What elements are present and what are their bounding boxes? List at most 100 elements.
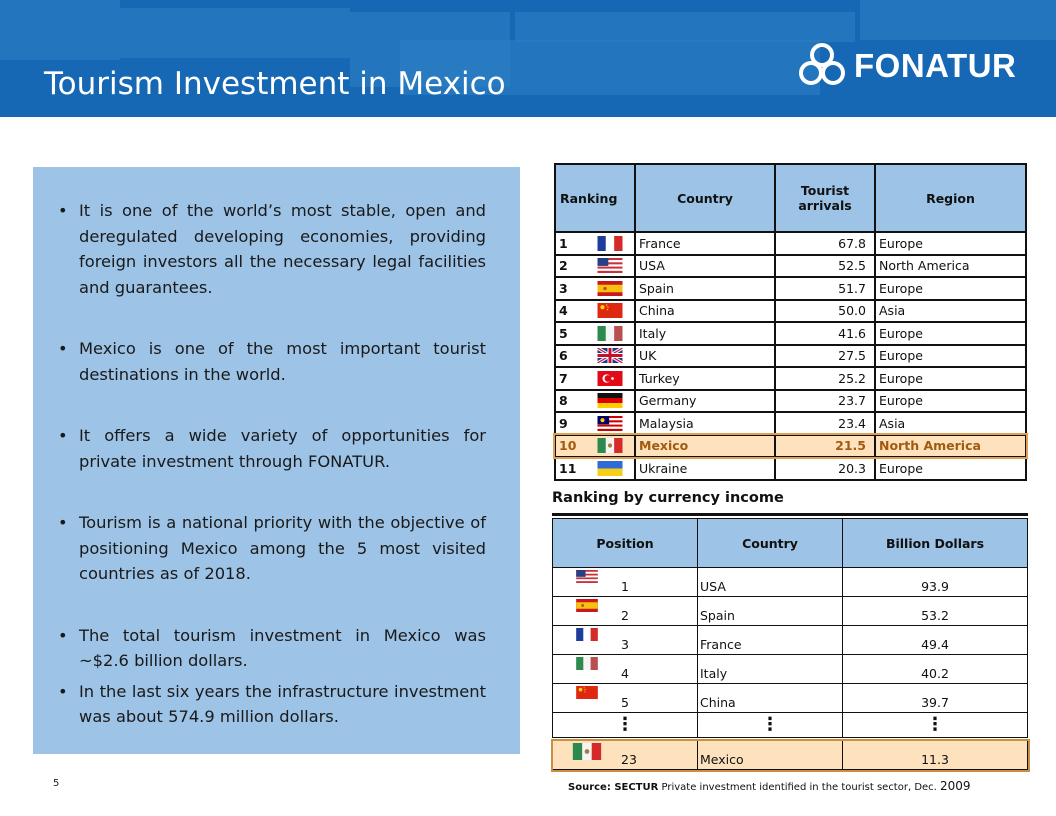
country-name: China bbox=[634, 298, 776, 323]
bullet-list: • It is one of the world’s most stable, o… bbox=[58, 198, 486, 730]
region-name: Europe bbox=[874, 343, 1027, 368]
rank-number: 3 bbox=[559, 280, 568, 296]
currency-income-table: Position Country Billion Dollars 1 USA 93.… bbox=[550, 518, 1030, 772]
country-name: USA bbox=[697, 567, 843, 597]
table-row: 5 Italy 41.6 Europe bbox=[554, 321, 1027, 346]
spain-flag-icon bbox=[597, 280, 623, 296]
logo-text: FONATUR bbox=[854, 47, 1017, 84]
bullet-text: Mexico is one of the most important tour… bbox=[79, 339, 486, 384]
header-position: Position bbox=[552, 518, 698, 568]
header-billion-dollars: Billion Dollars bbox=[842, 518, 1028, 568]
country-name: China bbox=[697, 683, 843, 713]
position-cell: 5 bbox=[552, 683, 698, 713]
country-name: USA bbox=[634, 253, 776, 278]
region-name: North America bbox=[874, 253, 1027, 278]
arrivals-value: 67.8 bbox=[774, 231, 876, 256]
rank-number: 11 bbox=[559, 460, 577, 476]
position-number: 2 bbox=[621, 608, 629, 623]
region-name: North America bbox=[874, 433, 1027, 458]
position-cell: 4 bbox=[552, 654, 698, 684]
bullet-text: The total tourism investment in Mexico w… bbox=[79, 625, 486, 671]
bullet-item: • Tourism is a national priority with the… bbox=[58, 513, 486, 583]
position-number: 1 bbox=[621, 579, 629, 594]
arrivals-value: 20.3 bbox=[774, 456, 876, 481]
position-cell: 23 bbox=[552, 740, 698, 770]
table-row: 6 UK 27.5 Europe bbox=[554, 343, 1027, 368]
table-header-row: Ranking Country Tourist arrivals Region bbox=[554, 163, 1027, 233]
region-name: Asia bbox=[874, 411, 1027, 436]
table-row: 1 France 67.8 Europe bbox=[554, 231, 1027, 256]
region-name: Europe bbox=[874, 276, 1027, 301]
table-row: 5 China 39.7 bbox=[552, 683, 1028, 713]
arrivals-value: 23.4 bbox=[774, 411, 876, 436]
bullet-item: • The total tourism investment in Mexico … bbox=[58, 625, 486, 671]
bullet-item: • It is one of the world’s most stable, o… bbox=[58, 201, 486, 297]
banner-decor bbox=[860, 0, 1056, 40]
table-row: 11 Ukraine 20.3 Europe bbox=[554, 456, 1027, 481]
header-country: Country bbox=[697, 518, 843, 568]
mexico-flag-icon bbox=[572, 743, 602, 760]
china-flag-icon bbox=[576, 686, 598, 699]
rank-number: 5 bbox=[559, 325, 568, 341]
banner-decor bbox=[0, 0, 120, 60]
info-panel bbox=[33, 167, 520, 754]
header-tourist-arrivals: Tourist arrivals bbox=[774, 163, 876, 233]
rank-and-flag-cell: 11 bbox=[554, 456, 636, 481]
rank-and-flag-cell: 10 bbox=[554, 433, 636, 458]
position-cell: 1 bbox=[552, 567, 698, 597]
table-row: 2 USA 52.5 North America bbox=[554, 253, 1027, 278]
rank-number: 7 bbox=[559, 370, 568, 386]
highlight-row: 23 Mexico 11.3 bbox=[550, 738, 1030, 772]
position-cell: 3 bbox=[552, 625, 698, 655]
banner-decor bbox=[515, 12, 855, 42]
mexico-flag-icon bbox=[597, 438, 623, 454]
table-row: 10 Mexico 21.5 North America bbox=[553, 432, 1028, 459]
rank-number: 8 bbox=[559, 393, 568, 409]
banner-decor bbox=[120, 8, 350, 58]
rank-and-flag-cell: 1 bbox=[554, 231, 636, 256]
region-name: Europe bbox=[874, 456, 1027, 481]
italy-flag-icon bbox=[597, 325, 623, 341]
table-row: 4 Italy 40.2 bbox=[552, 654, 1028, 684]
arrivals-value: 50.0 bbox=[774, 298, 876, 323]
billion-dollars-value: 93.9 bbox=[842, 567, 1028, 597]
germany-flag-icon bbox=[597, 393, 623, 409]
ellipsis-mark: ⋮ bbox=[552, 712, 698, 738]
table-row: 8 Germany 23.7 Europe bbox=[554, 388, 1027, 413]
turkey-flag-icon bbox=[597, 370, 623, 386]
rank-and-flag-cell: 4 bbox=[554, 298, 636, 323]
bullet-item: • In the last six years the infrastructur… bbox=[58, 681, 486, 727]
currency-section-title: Ranking by currency income bbox=[552, 490, 784, 506]
rank-number: 2 bbox=[559, 258, 568, 274]
malaysia-flag-icon bbox=[597, 415, 623, 431]
country-name: UK bbox=[634, 343, 776, 368]
table-header-row: Position Country Billion Dollars bbox=[552, 518, 1028, 568]
ellipsis-row: ⋮ ⋮ ⋮ bbox=[552, 712, 1028, 738]
country-name: Mexico bbox=[634, 433, 776, 458]
usa-flag-icon bbox=[576, 570, 598, 583]
country-name: Germany bbox=[634, 388, 776, 413]
ellipsis-mark: ⋮ bbox=[697, 712, 843, 738]
country-name: Italy bbox=[697, 654, 843, 684]
arrivals-value: 27.5 bbox=[774, 343, 876, 368]
section-divider bbox=[552, 513, 1028, 516]
france-flag-icon bbox=[597, 235, 623, 251]
table-row: 4 China 50.0 Asia bbox=[554, 298, 1027, 323]
billion-dollars-value: 40.2 bbox=[842, 654, 1028, 684]
ellipsis-mark: ⋮ bbox=[842, 712, 1028, 738]
usa-flag-icon bbox=[597, 258, 623, 274]
rank-and-flag-cell: 9 bbox=[554, 411, 636, 436]
country-name: Mexico bbox=[697, 740, 843, 770]
arrivals-value: 41.6 bbox=[774, 321, 876, 346]
region-name: Asia bbox=[874, 298, 1027, 323]
header-region: Region bbox=[874, 163, 1027, 233]
rank-and-flag-cell: 2 bbox=[554, 253, 636, 278]
rank-number: 9 bbox=[559, 415, 568, 431]
arrivals-value: 23.7 bbox=[774, 388, 876, 413]
rank-and-flag-cell: 5 bbox=[554, 321, 636, 346]
country-name: Malaysia bbox=[634, 411, 776, 436]
header-banner: Tourism Investment in Mexico FONATUR bbox=[0, 0, 1056, 117]
country-name: Italy bbox=[634, 321, 776, 346]
country-name: France bbox=[697, 625, 843, 655]
bullet-item: • Mexico is one of the most important tou… bbox=[58, 339, 486, 384]
